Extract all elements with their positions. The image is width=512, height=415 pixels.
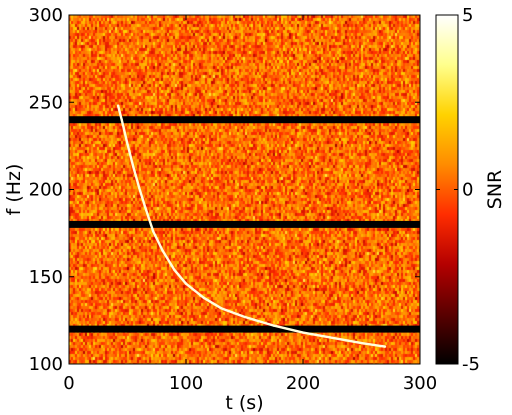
heatmap-noise (69, 15, 420, 364)
y-axis-ticks: 100 150 200 250 300 (29, 5, 420, 375)
x-axis-label: t (s) (225, 392, 263, 414)
chirp-track-point (161, 249, 164, 252)
masked-band (69, 116, 420, 124)
chirp-track-point (360, 341, 363, 345)
x-tick-label: 0 (63, 373, 74, 394)
chirp-track-point (138, 186, 141, 189)
y-tick-label: 100 (29, 354, 63, 375)
chirp-track-point (173, 268, 176, 271)
y-tick-label: 250 (29, 92, 63, 113)
chirp-track (116, 104, 387, 348)
chirp-track-point (383, 345, 387, 348)
chirp-track-line (116, 104, 387, 348)
colorbar-tick-label: 5 (462, 5, 473, 26)
x-tick-label: 200 (286, 373, 320, 394)
y-tick-label: 300 (29, 5, 63, 26)
chirp-track-point (272, 324, 275, 327)
chirp-track-point (219, 307, 223, 310)
heatmap (69, 15, 420, 364)
chirp-track-point (143, 205, 147, 209)
chirp-track-point (152, 230, 155, 233)
masked-bands (69, 116, 420, 333)
colorbar-gradient (436, 15, 458, 364)
masked-band (69, 220, 420, 228)
colorbar-tick-label: 0 (462, 180, 473, 201)
chirp-track-point (202, 296, 205, 299)
colorbar-tick-label: -5 (462, 354, 480, 375)
x-tick-label: 300 (403, 373, 437, 394)
colorbar-label: SNR (484, 170, 506, 209)
masked-band (69, 325, 420, 333)
chirp-track-point (184, 282, 188, 285)
y-tick-label: 150 (29, 267, 63, 288)
y-axis-label: f (Hz) (3, 164, 25, 216)
chirp-track-point (132, 165, 135, 168)
chirp-track-point (331, 336, 334, 339)
colorbar-ticks: -5 0 5 (436, 5, 480, 375)
x-tick-label: 100 (169, 373, 203, 394)
chirp-track-point (301, 331, 305, 334)
chirp-track-point (120, 118, 123, 121)
y-tick-label: 200 (29, 180, 63, 201)
x-axis-ticks: 0 100 200 300 (63, 15, 437, 394)
chirp-track-point (243, 315, 246, 319)
chirp-track-point (116, 104, 120, 107)
chirp-track-point (126, 142, 129, 146)
